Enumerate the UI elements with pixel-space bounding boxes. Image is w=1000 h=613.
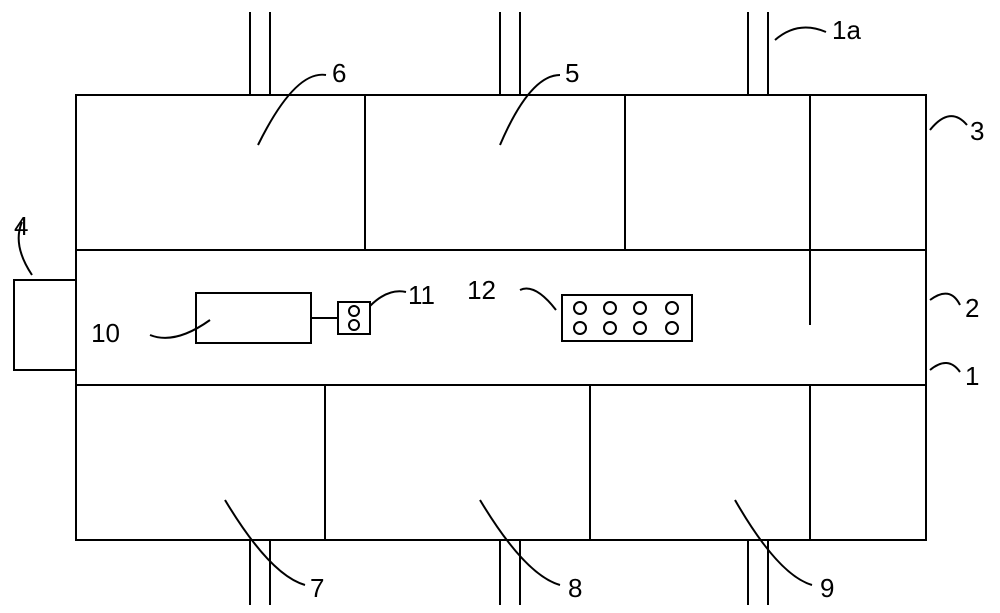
callout-label-5: 5: [565, 58, 579, 88]
schematic-diagram: 1a 3 5 6 4 2 1 7 8 9 10 11 12: [0, 0, 1000, 613]
callout-label-3: 3: [970, 116, 984, 146]
callout-label-8: 8: [568, 573, 582, 603]
callout-label-2: 2: [965, 293, 979, 323]
callout-label-10: 10: [91, 318, 120, 348]
callout-label-4: 4: [14, 211, 28, 241]
callout-label-1a: 1a: [832, 15, 861, 45]
callout-label-1: 1: [965, 361, 979, 391]
callout-label-7: 7: [310, 573, 324, 603]
callout-label-12: 12: [467, 275, 496, 305]
callout-label-11: 11: [408, 280, 435, 310]
callout-label-9: 9: [820, 573, 834, 603]
callout-label-6: 6: [332, 58, 346, 88]
